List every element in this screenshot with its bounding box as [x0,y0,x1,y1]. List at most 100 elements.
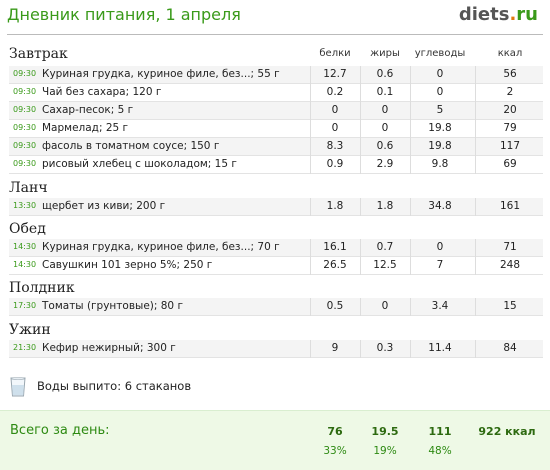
food-name[interactable]: щербет из киви; 200 г [42,200,166,212]
column-separator [475,257,476,275]
column-separator [360,66,361,84]
column-separator [310,84,311,102]
food-time: 13:30 [13,201,37,210]
column-separator [410,239,411,257]
food-name[interactable]: Сахар-песок; 5 г [42,104,134,116]
food-fat: 0.6 [376,140,394,152]
food-row[interactable]: 09:30 Сахар-песок; 5 г 0 0 5 20 [9,102,543,120]
food-carbs: 9.8 [431,158,449,170]
food-time: 17:30 [13,301,37,310]
column-separator [310,138,311,156]
food-fat: 12.5 [373,259,397,271]
food-name[interactable]: Савушкин 101 зерно 5%; 250 г [42,259,213,271]
food-row[interactable]: 09:30 фасоль в томатном соусе; 150 г 8.3 0.… [9,138,543,156]
food-row[interactable]: 14:30 Куриная грудка, куриное филе, без..… [9,239,543,257]
meal-title: Ужин [9,322,51,338]
column-separator [360,257,361,275]
column-separator [310,198,311,216]
food-name[interactable]: рисовый хлебец с шоколадом; 15 г [42,158,237,170]
food-row[interactable]: 14:30 Савушкин 101 зерно 5%; 250 г 26.5 12.… [9,257,543,275]
food-time: 21:30 [13,343,37,352]
column-separator [310,66,311,84]
column-separator [475,66,476,84]
meal-title: Ланч [9,180,48,196]
food-carbs: 0 [436,241,444,253]
food-kcal: 79 [503,122,517,134]
food-name[interactable]: фасоль в томатном соусе; 150 г [42,140,220,152]
food-kcal: 69 [503,158,517,170]
column-separator [360,239,361,257]
column-separator [410,340,411,358]
food-fat: 0.7 [376,241,394,253]
food-row[interactable]: 09:30 рисовый хлебец с шоколадом; 15 г 0.9… [9,156,543,174]
total-fat: 19.5 [371,425,399,438]
food-time: 14:30 [13,242,37,251]
column-separator [475,102,476,120]
food-carbs: 3.4 [431,300,449,312]
column-separator [360,298,361,316]
site-logo[interactable]: diets.ru [459,4,538,25]
food-protein: 9 [331,342,339,354]
total-protein-percent: 33% [323,445,347,457]
food-row[interactable]: 09:30 Мармелад; 25 г 0 0 19.8 79 [9,120,543,138]
food-name[interactable]: Куриная грудка, куриное филе, без...; 55… [42,68,280,80]
total-carbs-percent: 48% [428,445,452,457]
food-kcal: 20 [503,104,517,116]
column-separator [410,102,411,120]
food-time: 09:30 [13,105,37,114]
column-separator [310,120,311,138]
page-title: Дневник питания, 1 апреля [7,5,241,24]
column-separator [360,84,361,102]
column-separator [410,156,411,174]
total-carbs: 111 [428,425,452,438]
water-summary: Воды выпито: 6 стаканов [10,375,310,399]
logo-main: diets [458,4,510,25]
food-protein: 0 [331,122,339,134]
food-fat: 0.3 [376,342,394,354]
column-separator [410,298,411,316]
column-separator [475,84,476,102]
food-name[interactable]: Чай без сахара; 120 г [42,86,162,98]
food-row[interactable]: 17:30 Томаты (грунтовые); 80 г 0.5 0 3.4 15 [9,298,543,316]
food-name[interactable]: Мармелад; 25 г [42,122,129,134]
column-separator [410,257,411,275]
column-separator [410,66,411,84]
column-separator [310,156,311,174]
logo-tld: ru [516,4,538,25]
food-kcal: 71 [503,241,517,253]
food-time: 09:30 [13,87,37,96]
food-carbs: 34.8 [428,200,452,212]
food-protein: 8.3 [326,140,344,152]
column-separator [360,120,361,138]
meal-title: Полдник [9,280,75,296]
food-row[interactable]: 09:30 Чай без сахара; 120 г 0.2 0.1 0 2 [9,84,543,102]
food-name[interactable]: Куриная грудка, куриное филе, без...; 70… [42,241,280,253]
column-separator [410,198,411,216]
meal-title: Обед [9,221,46,237]
food-row[interactable]: 09:30 Куриная грудка, куриное филе, без..… [9,66,543,84]
header-divider [7,34,543,35]
column-separator [475,239,476,257]
food-row[interactable]: 13:30 щербет из киви; 200 г 1.8 1.8 34.8 161 [9,198,543,216]
food-carbs: 0 [436,68,444,80]
food-protein: 0.5 [326,300,344,312]
food-kcal: 15 [503,300,517,312]
food-row[interactable]: 21:30 Кефир нежирный; 300 г 9 0.3 11.4 84 [9,340,543,358]
food-protein: 16.1 [323,241,347,253]
total-kcal: 922 ккал [478,425,536,438]
column-separator [475,138,476,156]
food-carbs: 5 [436,104,444,116]
food-name[interactable]: Томаты (грунтовые); 80 г [42,300,183,312]
column-separator [310,257,311,275]
column-separator [310,102,311,120]
column-separator [310,298,311,316]
food-protein: 1.8 [326,200,344,212]
column-separator [310,340,311,358]
food-fat: 0.6 [376,68,394,80]
food-kcal: 84 [503,342,517,354]
food-name[interactable]: Кефир нежирный; 300 г [42,342,176,354]
column-separator [410,120,411,138]
food-time: 09:30 [13,159,37,168]
column-header-carbs: углеводы [414,48,466,59]
page-header: Дневник питания, 1 апреля diets.ru [0,0,550,34]
